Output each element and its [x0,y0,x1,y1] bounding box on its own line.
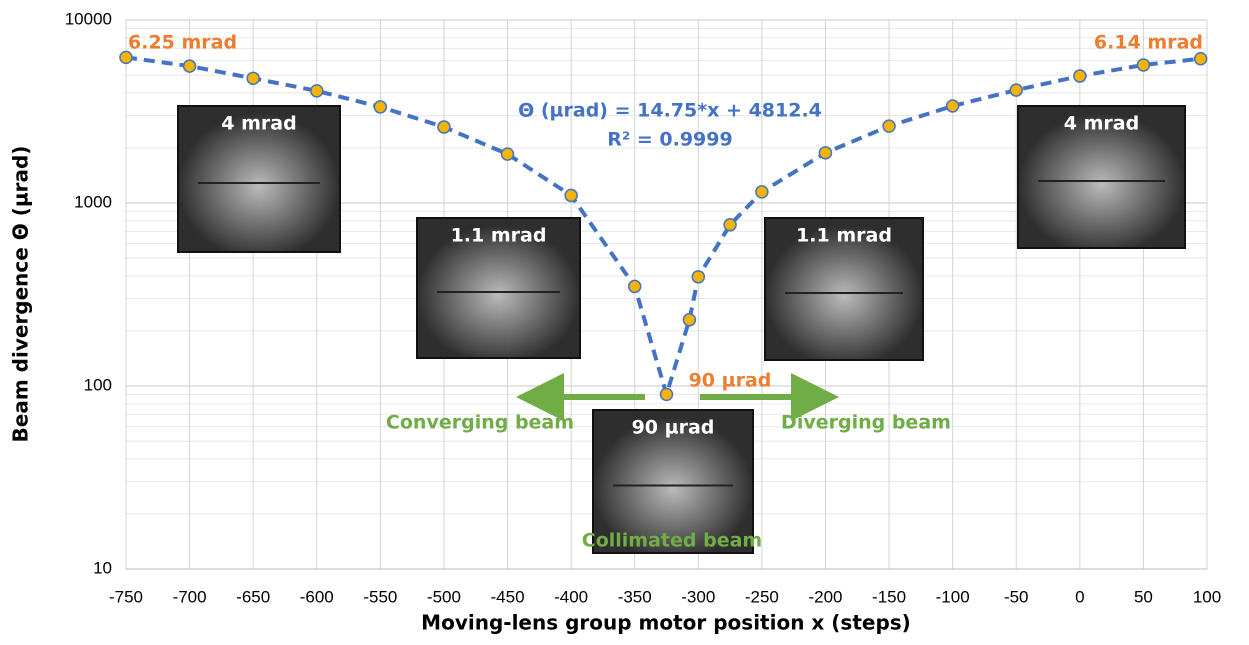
y-tick-label: 10 [93,558,112,577]
data-point [564,188,578,203]
y-tick-label: 10000 [65,9,112,28]
data-point [755,185,769,199]
data-point [119,50,133,65]
x-tick-label: -300 [681,587,715,606]
data-point [1193,52,1208,66]
x-tick-label: -100 [936,587,970,606]
data-point [246,71,260,86]
data-point [945,99,960,113]
x-tick-label: 0 [1075,587,1084,606]
data-point [373,100,388,114]
x-tick-label: 100 [1193,587,1221,606]
inset-label: 4 mrad [1064,113,1139,135]
series-line [125,55,1201,402]
plot [119,50,1208,402]
annotation: Θ (µrad) = 14.75*x + 4812.4 [518,100,822,122]
x-tick-label: -650 [236,587,270,606]
insets: 4 mrad 1.1 mrad 90 µrad 1.1 mrad 4 mrad [177,105,1186,554]
x-tick-label: -700 [173,587,207,606]
data-point [691,270,706,284]
data-point [1009,83,1023,97]
annotation: Diverging beam [781,412,951,434]
annotation: Converging beam [386,412,574,434]
inset-label: 1.1 mrad [451,225,547,247]
x-tick-label: -150 [872,587,906,606]
y-tick-label: 1000 [74,192,112,211]
data-point [882,119,896,133]
x-tick-label: -250 [745,587,779,606]
data-point [723,218,737,232]
data-point [1073,69,1087,83]
inset-image [416,217,581,359]
inset-label: 1.1 mrad [796,225,892,247]
y-axis-title: Beam divergence Θ (µrad) [9,146,33,443]
data-point [627,279,642,294]
inset-image [592,409,754,554]
inset-label: 90 µrad [632,417,715,439]
data-point [659,387,674,402]
x-axis-title: Moving-lens group motor position x (step… [421,611,911,635]
y-tick-label: 100 [84,375,112,394]
annotation: 6.25 mrad [128,32,237,54]
x-tick-label: -200 [808,587,842,606]
inset-image [177,105,341,253]
annotation: Collimated beam [582,530,762,552]
inset-label: 4 mrad [221,113,296,135]
inset-image [1017,105,1186,249]
x-tick-label: -50 [1004,587,1029,606]
grid [125,19,1208,570]
x-tick-label: -350 [618,587,652,606]
data-point [437,120,451,134]
inset-image [764,217,924,361]
annotation: 6.14 mrad [1094,32,1203,54]
data-point [310,84,324,98]
x-tick-label: -600 [300,587,334,606]
annotation: 90 µrad [689,370,772,392]
x-tick-label: -450 [491,587,525,606]
data-point [1136,58,1151,72]
x-tick-label: -400 [554,587,588,606]
x-tick-label: -500 [427,587,461,606]
x-tick-label: -550 [363,587,397,606]
data-point [500,147,515,161]
data-point [682,313,697,327]
x-tick-label: -750 [109,587,143,606]
x-tick-label: 50 [1134,587,1153,606]
data-point [818,146,833,160]
annotation: R² = 0.9999 [607,129,732,151]
data-point [182,59,197,73]
